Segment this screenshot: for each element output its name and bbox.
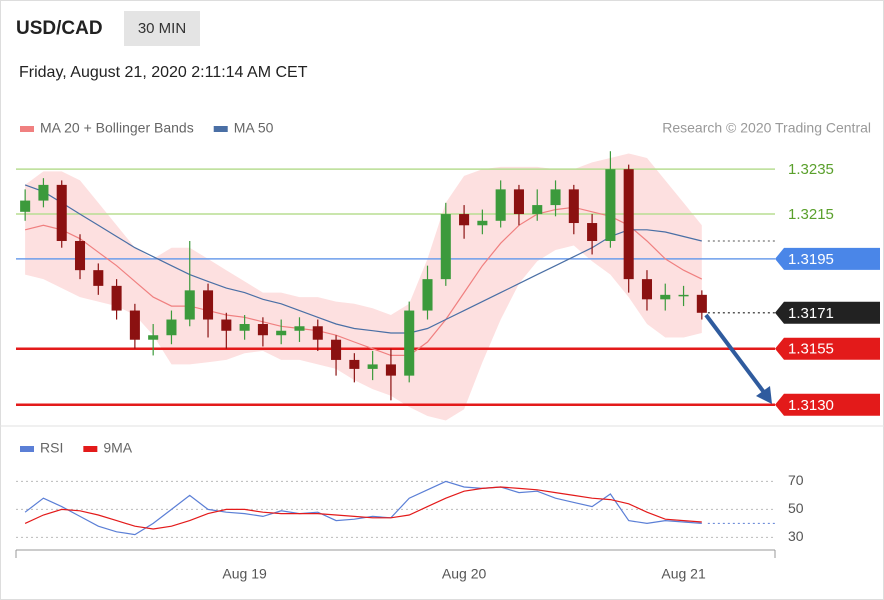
x-tick-label: Aug 20 <box>442 566 487 582</box>
ma-line <box>24 184 702 334</box>
level-box <box>775 301 880 324</box>
candle-body <box>696 294 707 313</box>
candle-body <box>257 324 268 336</box>
legend-swatch <box>83 446 98 452</box>
level-box <box>775 337 880 360</box>
candle-body <box>641 279 653 300</box>
level-label: 1.3215 <box>788 206 834 223</box>
candle-body <box>385 364 396 376</box>
candle-body <box>312 326 323 340</box>
legend-label: RSI <box>40 440 63 456</box>
bollinger-band <box>25 153 702 421</box>
interval-badge <box>124 11 200 46</box>
candle-body <box>276 330 287 336</box>
candle-body <box>513 189 524 215</box>
level-box <box>775 247 880 270</box>
x-tick-label: Aug 21 <box>661 566 706 582</box>
candle-body <box>587 223 598 241</box>
timestamp: Friday, August 21, 2020 2:11:14 AM CET <box>19 64 308 81</box>
candle-body <box>532 205 543 215</box>
candle-body <box>404 310 415 376</box>
price-panel: 1.3235 1.3215 1.3195 1.3171 1.3155 1.3130 MA 2… <box>16 120 880 421</box>
candle-body <box>331 339 342 360</box>
candle-body <box>20 200 31 212</box>
y-tick-label: 70 <box>788 472 804 488</box>
level-label: 1.3171 <box>788 305 834 322</box>
legend-label: MA 50 <box>234 120 274 136</box>
legend-swatch <box>20 446 34 452</box>
annotation: Research © 2020 Trading Central <box>662 120 871 136</box>
forecast-arrowhead <box>756 386 772 404</box>
candle-body <box>239 324 250 331</box>
level-label: 1.3130 <box>788 397 834 414</box>
level-label: 1.3195 <box>788 251 834 268</box>
candle-body <box>367 364 378 369</box>
candle-body <box>623 169 634 280</box>
candle-body <box>422 279 433 311</box>
candle-body <box>495 189 506 221</box>
candle-body <box>93 270 104 286</box>
candle-body <box>184 290 195 320</box>
candle-body <box>605 169 616 241</box>
candle-body <box>38 184 49 201</box>
interval: 30 MIN <box>138 20 186 37</box>
legend-label: MA 20 + Bollinger Bands <box>40 120 194 136</box>
candle-body <box>550 189 561 206</box>
legend-swatch <box>213 126 228 132</box>
candle-body <box>678 294 689 297</box>
ma-line <box>24 206 703 356</box>
indicator-line <box>24 486 702 530</box>
candle-body <box>459 214 470 226</box>
candle-body <box>440 214 451 280</box>
legend-label: 9MA <box>103 440 132 456</box>
y-tick-label: 50 <box>788 500 804 516</box>
candle-body <box>166 319 177 336</box>
candle-body <box>56 184 67 241</box>
symbol: USD/CAD <box>16 18 103 39</box>
legend-swatch <box>20 126 34 132</box>
indicator-line <box>24 480 702 536</box>
level-label: 1.3155 <box>788 341 834 358</box>
candle-body <box>74 240 86 271</box>
candle-body <box>111 285 122 311</box>
forecast-arrow <box>704 313 768 397</box>
candle-body <box>221 319 232 331</box>
candle-body <box>129 310 140 340</box>
level-box <box>775 393 880 416</box>
candle-body <box>148 335 159 340</box>
candle-body <box>203 290 214 320</box>
y-tick-label: 30 <box>788 528 804 544</box>
x-tick-label: Aug 19 <box>222 566 267 582</box>
candle-body <box>568 189 579 224</box>
candle-body <box>477 220 488 226</box>
candle-body <box>660 294 671 300</box>
level-label: 1.3235 <box>788 161 834 178</box>
rsi-panel: 30 50 70 Aug 19 Aug 20 Aug 21 RSI 9MA <box>15 440 804 582</box>
candle-body <box>349 359 360 369</box>
candle-body <box>294 326 305 331</box>
